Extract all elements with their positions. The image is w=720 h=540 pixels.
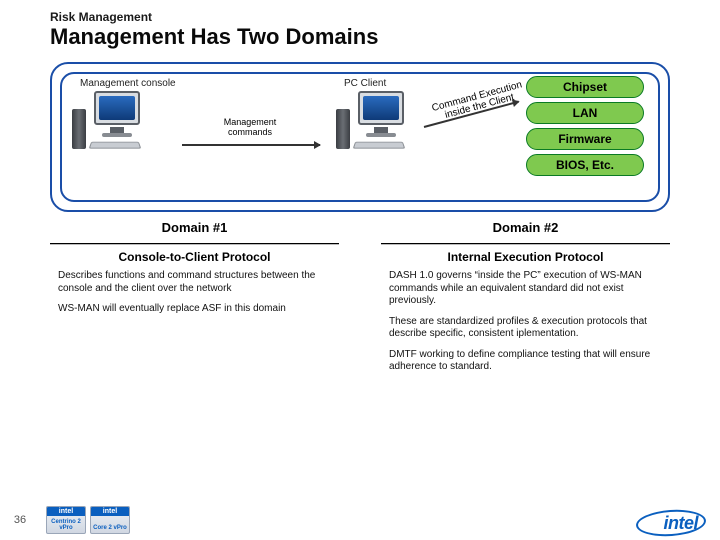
- domain2-p1: DASH 1.0 governs “inside the PC” executi…: [389, 270, 666, 308]
- pc-client-group: PC Client: [344, 78, 444, 156]
- diagram-frame: Management console Management commands P…: [50, 62, 670, 212]
- domain1-protocol: Console-to-Client Protocol: [40, 250, 349, 264]
- stack-chipset: Chipset: [526, 76, 644, 98]
- slide-number: 36: [0, 514, 40, 526]
- domain1-p2: WS-MAN will eventually replace ASF in th…: [58, 303, 335, 316]
- stack-firmware: Firmware: [526, 128, 644, 150]
- footer: 36 Centrino 2 vPro Core 2 vPro intel: [0, 500, 720, 540]
- mgmt-arrow: [182, 144, 320, 146]
- domain2-protocol: Internal Execution Protocol: [371, 250, 680, 264]
- centrino-badge-icon: Centrino 2 vPro: [46, 506, 86, 534]
- kicker-text: Risk Management: [50, 10, 720, 24]
- console-pc-icon: [80, 91, 150, 151]
- page-title: Management Has Two Domains: [50, 24, 720, 50]
- domain2-p3: DMTF working to define compliance testin…: [389, 349, 666, 374]
- domain2-rule: [381, 243, 670, 244]
- domain1-heading: Domain #1: [40, 220, 349, 235]
- pc-client-label: PC Client: [344, 78, 444, 89]
- core2-badge-icon: Core 2 vPro: [90, 506, 130, 534]
- domain2-p2: These are standardized profiles & execut…: [389, 316, 666, 341]
- lower-columns: Domain #1 Console-to-Client Protocol Des…: [40, 220, 680, 382]
- exec-label: Command Execution inside the Client: [431, 80, 526, 123]
- domain2-col: Domain #2 Internal Execution Protocol DA…: [371, 220, 680, 382]
- diagram-inner: Management console Management commands P…: [60, 72, 660, 202]
- stack-bios: BIOS, Etc.: [526, 154, 644, 176]
- domain1-col: Domain #1 Console-to-Client Protocol Des…: [40, 220, 349, 382]
- stack: Chipset LAN Firmware BIOS, Etc.: [526, 76, 644, 176]
- mgmt-commands-label: Management commands: [210, 118, 290, 138]
- stack-lan: LAN: [526, 102, 644, 124]
- badges: Centrino 2 vPro Core 2 vPro: [46, 506, 130, 534]
- domain1-rule: [50, 243, 339, 244]
- domain2-heading: Domain #2: [371, 220, 680, 235]
- intel-logo: intel: [663, 513, 698, 534]
- domain1-p1: Describes functions and command structur…: [58, 270, 335, 295]
- console-label: Management console: [80, 78, 220, 89]
- pc-client-icon: [344, 91, 414, 151]
